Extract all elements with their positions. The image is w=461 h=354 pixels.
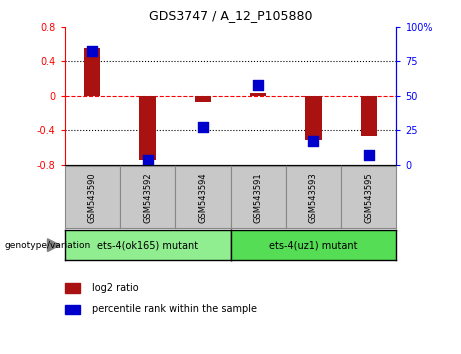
Text: GSM543590: GSM543590 xyxy=(88,172,97,223)
Text: percentile rank within the sample: percentile rank within the sample xyxy=(92,304,257,314)
Text: GSM543595: GSM543595 xyxy=(364,172,373,223)
Text: genotype/variation: genotype/variation xyxy=(5,241,91,250)
Point xyxy=(89,48,96,54)
Text: ets-4(uz1) mutant: ets-4(uz1) mutant xyxy=(269,240,358,250)
Text: GSM543594: GSM543594 xyxy=(198,172,207,223)
Bar xyxy=(65,283,80,293)
Bar xyxy=(139,96,156,160)
Bar xyxy=(65,304,80,314)
Point xyxy=(144,158,151,163)
Text: GSM543592: GSM543592 xyxy=(143,172,152,223)
Bar xyxy=(250,93,266,96)
Bar xyxy=(305,96,322,141)
Bar xyxy=(84,48,100,96)
Point xyxy=(254,82,262,87)
Bar xyxy=(361,96,377,136)
Point xyxy=(310,138,317,144)
Text: GSM543591: GSM543591 xyxy=(254,172,263,223)
Polygon shape xyxy=(47,239,60,251)
Text: GDS3747 / A_12_P105880: GDS3747 / A_12_P105880 xyxy=(149,9,312,22)
Bar xyxy=(195,96,211,103)
Point xyxy=(365,152,372,158)
Text: GSM543593: GSM543593 xyxy=(309,172,318,223)
Text: ets-4(ok165) mutant: ets-4(ok165) mutant xyxy=(97,240,198,250)
Text: log2 ratio: log2 ratio xyxy=(92,283,138,293)
Point xyxy=(199,125,207,130)
